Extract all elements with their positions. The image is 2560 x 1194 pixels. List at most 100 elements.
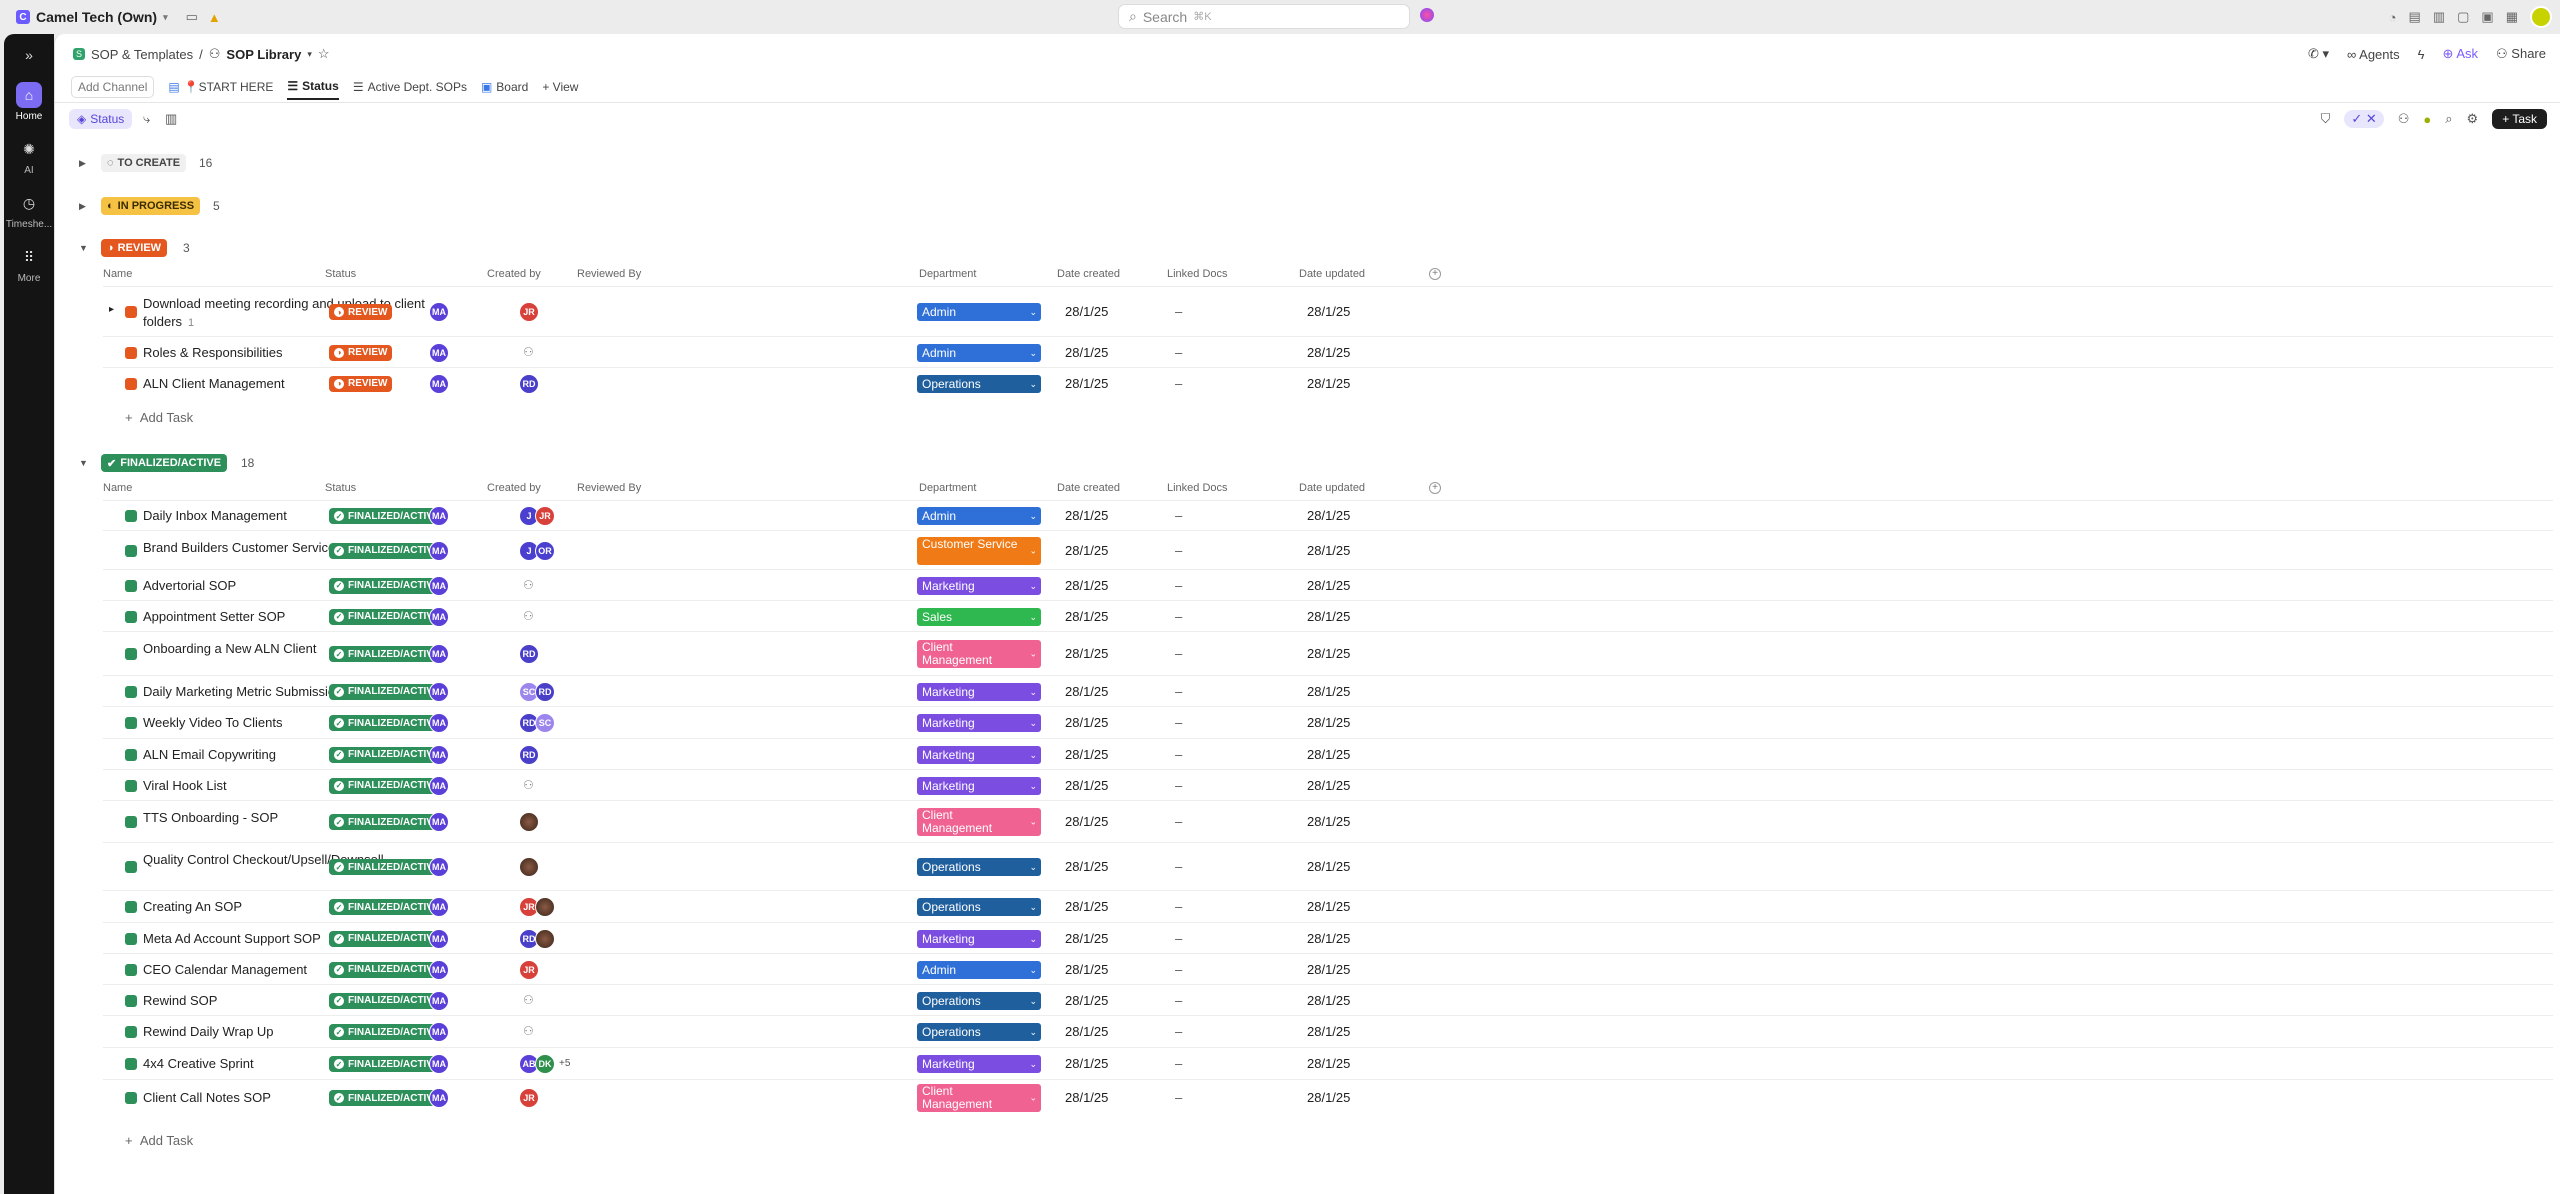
reviewer-avatar[interactable]: SC <box>535 713 555 733</box>
task-name[interactable]: Roles & Responsibilities <box>143 345 282 360</box>
linked-docs[interactable]: – <box>1175 1024 1183 1039</box>
reviewer-avatar[interactable]: JR <box>535 506 555 526</box>
table-row[interactable]: Brand Builders Customer Service ✓ FINALIZE… <box>103 530 2553 569</box>
linked-docs[interactable]: – <box>1175 1090 1183 1105</box>
status-badge[interactable]: ◑ REVIEW <box>329 344 393 361</box>
date-created[interactable]: 28/1/25 <box>1065 814 1109 829</box>
reviewer-avatars[interactable]: SC RD <box>519 681 555 702</box>
linked-docs[interactable]: – <box>1175 683 1183 699</box>
column-header[interactable]: Date created <box>1057 268 1120 280</box>
table-row[interactable]: TTS Onboarding - SOP ✓ FINALIZED/ACTIVE MA C… <box>103 800 2553 842</box>
task-name[interactable]: Viral Hook List <box>143 778 227 793</box>
linked-docs[interactable]: – <box>1175 577 1183 593</box>
reviewer-avatars[interactable] <box>519 812 539 832</box>
reviewer-avatars[interactable]: AB DK +5 <box>519 1054 570 1074</box>
table-row[interactable]: Weekly Video To Clients ✓ FINALIZED/ACTIVE… <box>103 706 2553 738</box>
agents-button[interactable]: ∞ Agents <box>2347 47 2400 62</box>
date-updated[interactable]: 28/1/25 <box>1307 930 1351 946</box>
column-header[interactable]: Department <box>919 482 977 494</box>
reviewer-avatars[interactable]: J OR <box>519 540 555 561</box>
date-created[interactable]: 28/1/25 <box>1065 344 1109 360</box>
ai-brain-icon[interactable] <box>1420 8 1434 22</box>
date-updated[interactable]: 28/1/25 <box>1307 344 1351 360</box>
tab-board[interactable]: ▣ Board <box>481 74 528 100</box>
task-name[interactable]: 4x4 Creative Sprint <box>143 1056 254 1071</box>
creator-avatar[interactable]: MA <box>429 342 449 363</box>
table-row[interactable]: Daily Inbox Management ✓ FINALIZED/ACTIVE M… <box>103 500 2553 530</box>
table-row[interactable]: Onboarding a New ALN Client ✓ FINALIZED/AC… <box>103 631 2553 675</box>
date-created[interactable]: 28/1/25 <box>1065 304 1109 319</box>
linked-docs[interactable]: – <box>1175 992 1183 1008</box>
department-select[interactable]: Marketing ⌄ <box>917 776 1041 795</box>
inbox-icon[interactable]: ▤ <box>2408 9 2421 24</box>
status-badge[interactable]: ✓ FINALIZED/ACTIVE <box>329 746 445 763</box>
tab-start-here[interactable]: ▤ 📍START HERE <box>168 74 273 100</box>
department-select[interactable]: Marketing ⌄ <box>917 682 1041 701</box>
chevron-down-icon[interactable]: ▾ <box>307 48 312 59</box>
reviewer-avatars[interactable]: J JR <box>519 506 555 526</box>
status-badge[interactable]: ◑ REVIEW <box>329 375 393 392</box>
reviewer-avatar[interactable]: OR <box>535 540 555 561</box>
linked-docs[interactable]: – <box>1175 646 1183 661</box>
task-name[interactable]: Rewind SOP <box>143 993 217 1008</box>
creator-avatar[interactable]: MA <box>429 575 449 596</box>
date-created[interactable]: 28/1/25 <box>1065 746 1109 762</box>
table-row[interactable]: ▸ Download meeting recording and upload t… <box>103 286 2553 336</box>
tab-active-dept-sops[interactable]: ☰ Active Dept. SOPs <box>353 74 467 100</box>
table-row[interactable]: Client Call Notes SOP ✓ FINALIZED/ACTIVE MA… <box>103 1079 2553 1115</box>
expand-caret-icon[interactable]: ▶ <box>79 157 86 168</box>
reviewer-avatar[interactable] <box>535 897 555 917</box>
date-updated[interactable]: 28/1/25 <box>1307 814 1351 829</box>
task-name[interactable]: Download meeting recording and upload to… <box>143 295 443 332</box>
creator-avatar[interactable]: MA <box>429 959 449 980</box>
add-channel-button[interactable]: Add Channel <box>71 76 155 98</box>
date-updated[interactable]: 28/1/25 <box>1307 542 1351 558</box>
date-updated[interactable]: 28/1/25 <box>1307 646 1351 661</box>
task-name[interactable]: Daily Marketing Metric Submission <box>143 684 342 699</box>
reviewer-avatars[interactable]: RD <box>519 928 555 949</box>
rail-ai[interactable]: ✺ AI <box>4 136 54 177</box>
creator-avatar[interactable]: MA <box>429 713 449 733</box>
status-badge[interactable]: ✓ FINALIZED/ACTIVE <box>329 1090 445 1106</box>
department-select[interactable]: Operations ⌄ <box>917 898 1041 916</box>
date-created[interactable]: 28/1/25 <box>1065 646 1109 661</box>
table-row[interactable]: CEO Calendar Management ✓ FINALIZED/ACTIVE… <box>103 953 2553 984</box>
linked-docs[interactable]: – <box>1175 715 1183 730</box>
status-badge[interactable]: ✓ FINALIZED/ACTIVE <box>329 646 445 662</box>
add-task-button[interactable]: + Task <box>2492 109 2547 129</box>
department-select[interactable]: Operations ⌄ <box>917 858 1041 876</box>
date-updated[interactable]: 28/1/25 <box>1307 508 1351 523</box>
date-updated[interactable]: 28/1/25 <box>1307 746 1351 762</box>
linked-docs[interactable]: – <box>1175 608 1183 624</box>
column-header[interactable]: Linked Docs <box>1167 268 1228 280</box>
department-select[interactable]: Marketing ⌄ <box>917 745 1041 764</box>
rail-more[interactable]: ⠿ More <box>4 244 54 285</box>
assignee-icon[interactable]: ⚇ <box>2397 111 2410 126</box>
table-row[interactable]: Viral Hook List ✓ FINALIZED/ACTIVE MA ⚇ Marke… <box>103 769 2553 800</box>
column-header[interactable]: Status <box>325 268 357 280</box>
date-updated[interactable]: 28/1/25 <box>1307 304 1351 319</box>
table-row[interactable]: 4x4 Creative Sprint ✓ FINALIZED/ACTIVE MA AB… <box>103 1047 2553 1079</box>
department-select[interactable]: Client Management ⌄ <box>917 808 1041 836</box>
search-input[interactable]: ⌕ Search ⌘K <box>1118 4 1410 29</box>
date-created[interactable]: 28/1/25 <box>1065 961 1109 977</box>
table-row[interactable]: Rewind SOP ✓ FINALIZED/ACTIVE MA ⚇ Operations… <box>103 984 2553 1015</box>
task-name[interactable]: ALN Email Copywriting <box>143 747 276 762</box>
date-created[interactable]: 28/1/25 <box>1065 1090 1109 1105</box>
department-select[interactable]: Operations ⌄ <box>917 991 1041 1010</box>
task-name[interactable]: Rewind Daily Wrap Up <box>143 1024 274 1039</box>
department-select[interactable]: Marketing ⌄ <box>917 929 1041 948</box>
status-badge[interactable]: ✓ FINALIZED/ACTIVE <box>329 542 445 559</box>
department-select[interactable]: Admin ⌄ <box>917 507 1041 525</box>
creator-avatar[interactable]: MA <box>429 606 449 627</box>
reviewer-avatars[interactable]: JR <box>519 1088 539 1108</box>
tab-status[interactable]: ☰ Status <box>287 74 339 100</box>
closed-filter-chip[interactable]: ✓ ✕ <box>2344 110 2384 128</box>
reviewer-avatar[interactable]: JR <box>519 959 539 980</box>
department-select[interactable]: Client Management ⌄ <box>917 1084 1041 1112</box>
creator-avatar[interactable]: MA <box>429 302 449 322</box>
reviewer-avatar[interactable]: RD <box>519 744 539 765</box>
reviewer-avatar[interactable] <box>519 812 539 832</box>
date-created[interactable]: 28/1/25 <box>1065 375 1109 391</box>
date-updated[interactable]: 28/1/25 <box>1307 992 1351 1008</box>
